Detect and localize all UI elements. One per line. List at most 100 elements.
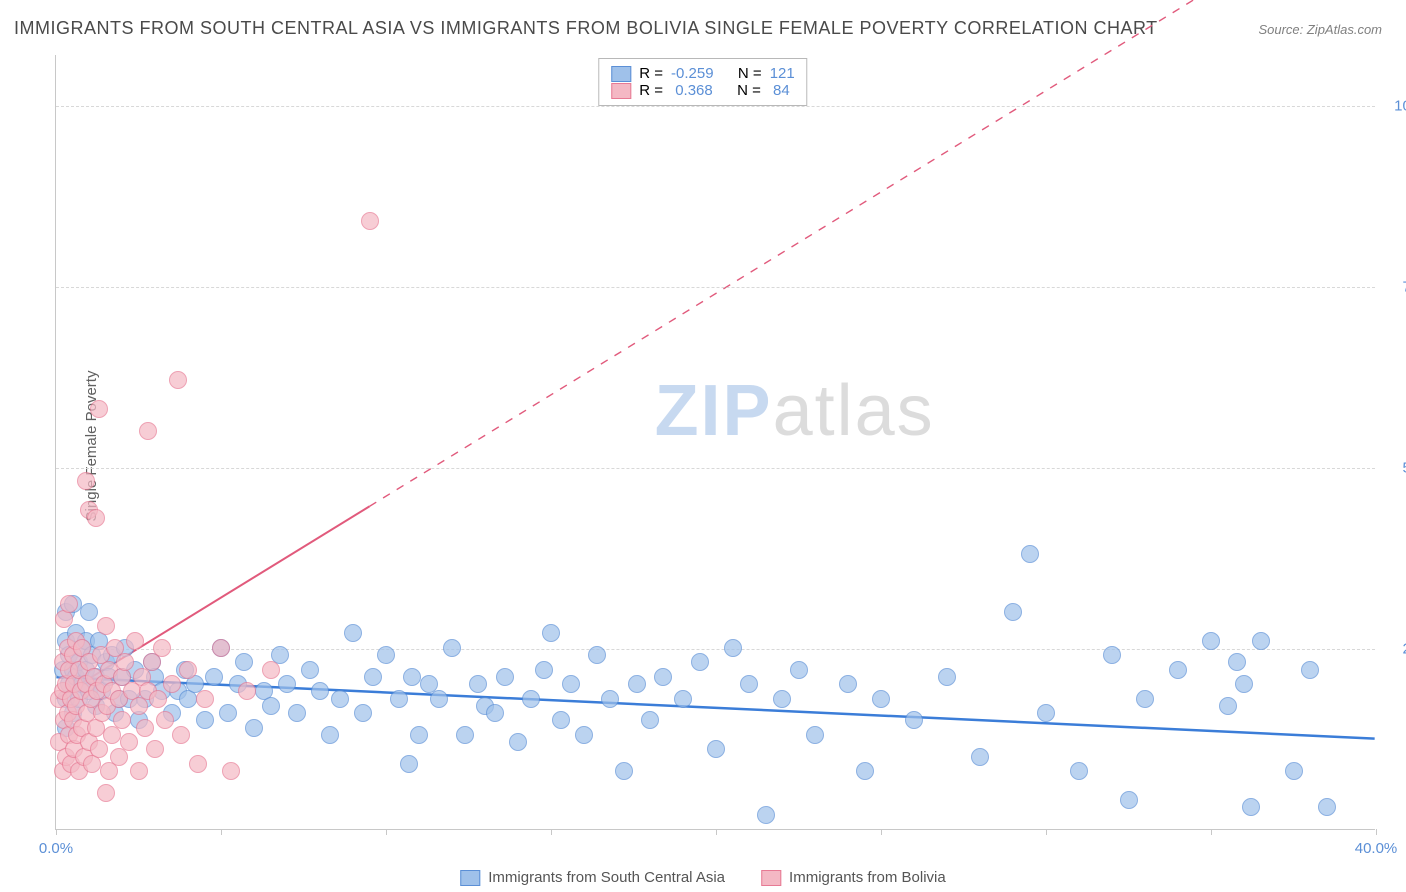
- swatch-series-b: [611, 83, 631, 99]
- trend-line-dashed: [369, 0, 1374, 506]
- data-point: [430, 690, 448, 708]
- data-point: [588, 646, 606, 664]
- data-point: [262, 661, 280, 679]
- data-point: [674, 690, 692, 708]
- trend-lines-layer: [56, 55, 1375, 829]
- data-point: [938, 668, 956, 686]
- data-point: [90, 740, 108, 758]
- data-point: [288, 704, 306, 722]
- data-point: [212, 639, 230, 657]
- scatter-plot-area: ZIPatlas 25.0%50.0%75.0%100.0%0.0%40.0%: [55, 55, 1375, 830]
- y-tick-label: 100.0%: [1394, 97, 1406, 114]
- data-point: [136, 719, 154, 737]
- r-value-b: 0.368: [671, 82, 713, 99]
- x-tick: [1376, 829, 1377, 835]
- data-point: [1301, 661, 1319, 679]
- data-point: [113, 711, 131, 729]
- legend-label-b: Immigrants from Bolivia: [789, 869, 946, 886]
- data-point: [1318, 798, 1336, 816]
- data-point: [139, 422, 157, 440]
- data-point: [156, 711, 174, 729]
- data-point: [172, 726, 190, 744]
- data-point: [245, 719, 263, 737]
- data-point: [971, 748, 989, 766]
- data-point: [60, 595, 78, 613]
- data-point: [641, 711, 659, 729]
- data-point: [377, 646, 395, 664]
- data-point: [169, 371, 187, 389]
- data-point: [400, 755, 418, 773]
- legend-label-a: Immigrants from South Central Asia: [488, 869, 725, 886]
- data-point: [724, 639, 742, 657]
- legend-item-a: Immigrants from South Central Asia: [460, 869, 725, 886]
- x-tick: [1046, 829, 1047, 835]
- data-point: [806, 726, 824, 744]
- data-point: [403, 668, 421, 686]
- r-label: R =: [639, 65, 663, 82]
- n-value-b: 84: [769, 82, 790, 99]
- data-point: [77, 472, 95, 490]
- data-point: [278, 675, 296, 693]
- swatch-b: [761, 870, 781, 886]
- data-point: [773, 690, 791, 708]
- data-point: [1037, 704, 1055, 722]
- data-point: [179, 661, 197, 679]
- data-point: [410, 726, 428, 744]
- data-point: [80, 603, 98, 621]
- swatch-a: [460, 870, 480, 886]
- data-point: [97, 784, 115, 802]
- data-point: [1285, 762, 1303, 780]
- data-point: [321, 726, 339, 744]
- data-point: [301, 661, 319, 679]
- data-point: [469, 675, 487, 693]
- data-point: [542, 624, 560, 642]
- r-label: R =: [639, 82, 663, 99]
- data-point: [552, 711, 570, 729]
- data-point: [691, 653, 709, 671]
- data-point: [562, 675, 580, 693]
- data-point: [189, 755, 207, 773]
- data-point: [331, 690, 349, 708]
- x-tick: [1211, 829, 1212, 835]
- data-point: [509, 733, 527, 751]
- x-tick: [881, 829, 882, 835]
- x-tick-label: 40.0%: [1355, 840, 1398, 857]
- data-point: [238, 682, 256, 700]
- data-point: [496, 668, 514, 686]
- data-point: [1202, 632, 1220, 650]
- data-point: [364, 668, 382, 686]
- x-tick: [716, 829, 717, 835]
- data-point: [1219, 697, 1237, 715]
- data-point: [149, 690, 167, 708]
- data-point: [116, 653, 134, 671]
- data-point: [205, 668, 223, 686]
- data-point: [235, 653, 253, 671]
- data-point: [219, 704, 237, 722]
- data-point: [196, 711, 214, 729]
- n-label: N =: [737, 82, 761, 99]
- chart-title: IMMIGRANTS FROM SOUTH CENTRAL ASIA VS IM…: [14, 18, 1158, 39]
- gridline: [56, 468, 1375, 469]
- n-label: N =: [738, 65, 762, 82]
- x-tick: [221, 829, 222, 835]
- data-point: [456, 726, 474, 744]
- data-point: [390, 690, 408, 708]
- data-point: [615, 762, 633, 780]
- gridline: [56, 649, 1375, 650]
- data-point: [354, 704, 372, 722]
- x-tick: [551, 829, 552, 835]
- n-value-a: 121: [770, 65, 795, 82]
- data-point: [97, 617, 115, 635]
- correlation-legend: R = -0.259 N = 121 R = 0.368 N = 84: [598, 58, 807, 106]
- data-point: [196, 690, 214, 708]
- watermark: ZIPatlas: [655, 370, 935, 452]
- data-point: [1136, 690, 1154, 708]
- legend-row-series-b: R = 0.368 N = 84: [611, 82, 794, 99]
- data-point: [443, 639, 461, 657]
- series-legend: Immigrants from South Central Asia Immig…: [460, 869, 945, 886]
- data-point: [1070, 762, 1088, 780]
- data-point: [905, 711, 923, 729]
- data-point: [90, 400, 108, 418]
- y-tick-label: 25.0%: [1402, 640, 1406, 657]
- data-point: [163, 675, 181, 693]
